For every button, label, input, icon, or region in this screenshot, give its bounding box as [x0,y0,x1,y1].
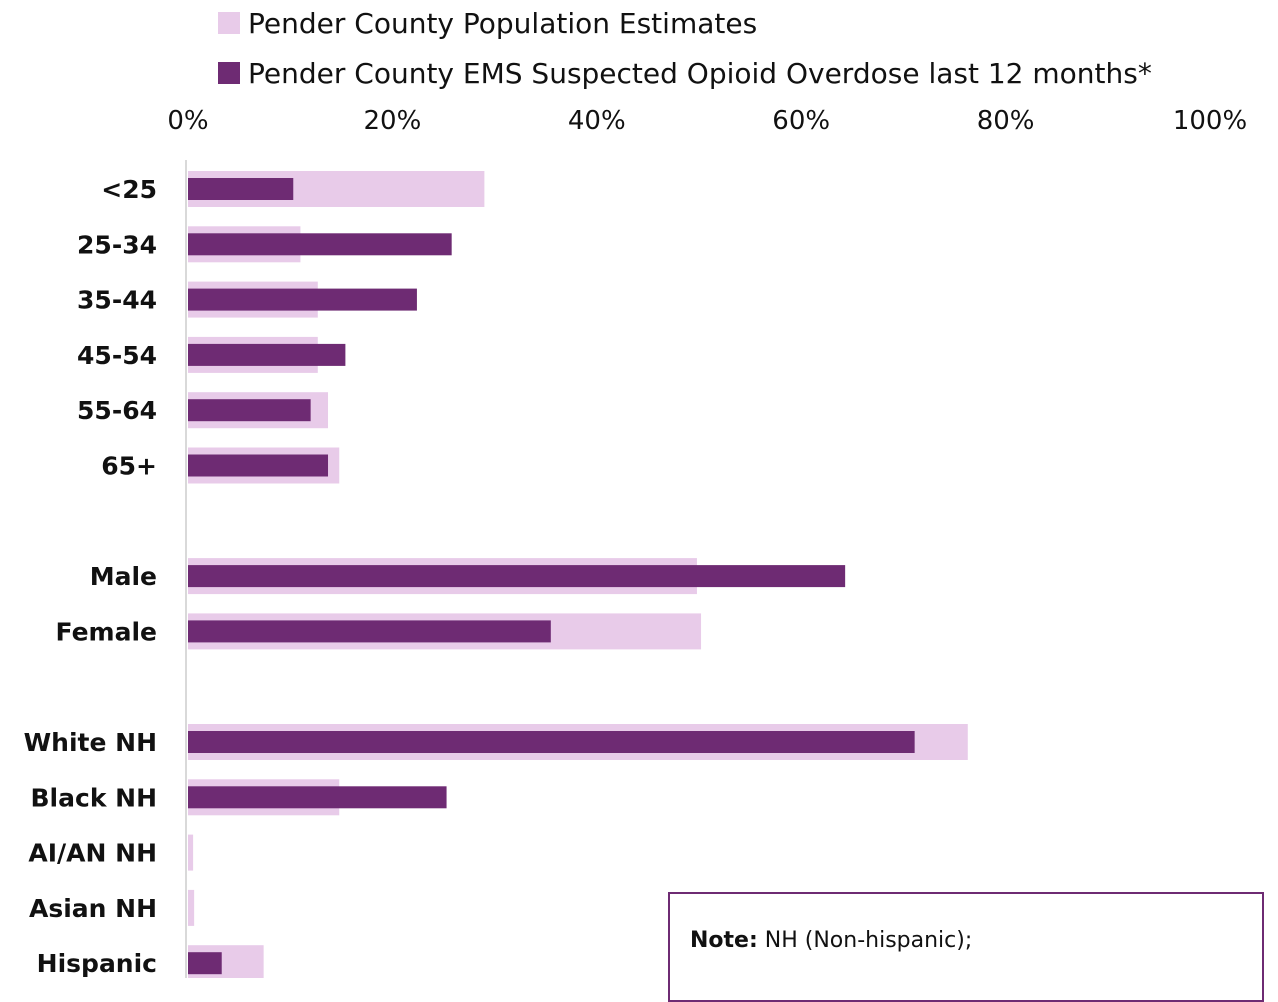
bar-ems-overdose [188,786,447,809]
category-label: Male [90,562,157,591]
x-tick-label: 100% [1173,106,1247,136]
bars [188,171,968,978]
category-label: Hispanic [37,949,157,978]
bar-chart: Pender County Population Estimates Pender… [24,7,1247,978]
category-label: Female [56,617,157,646]
bar-ems-overdose [188,620,551,643]
legend-label-1: Pender County Population Estimates [248,7,757,40]
note-box: Note: NH (Non-hispanic); [668,892,1264,1002]
note-text: NH (Non-hispanic); [764,928,973,953]
category-label: White NH [24,728,157,757]
bar-population [188,889,195,926]
bar-ems-overdose [188,178,294,200]
category-label: 25-34 [77,230,157,259]
bar-ems-overdose [188,233,452,256]
category-label: Asian NH [29,894,157,923]
legend-swatch-1 [218,12,240,34]
bar-ems-overdose [188,952,222,975]
bar-ems-overdose [188,288,417,311]
x-axis-ticks: 0% 20% 40% 60% 80% 100% [167,106,1247,136]
category-label: 65+ [101,452,157,481]
x-tick-label: 60% [772,106,830,136]
category-label: Black NH [31,783,158,812]
category-label: 55-64 [77,396,157,425]
category-label: 35-44 [77,286,157,315]
legend-label-2: Pender County EMS Suspected Opioid Overd… [248,57,1152,90]
bar-ems-overdose [188,343,346,366]
category-label: <25 [101,175,157,204]
legend: Pender County Population Estimates Pender… [218,7,1152,90]
bar-ems-overdose [188,731,915,753]
note-label: Note: [690,928,758,953]
bar-ems-overdose [188,399,311,422]
bar-population [188,834,194,871]
category-label: 45-54 [77,341,157,370]
x-tick-label: 80% [977,106,1035,136]
x-tick-label: 20% [364,106,422,136]
x-tick-label: 0% [167,106,208,136]
bar-ems-overdose [188,454,329,477]
category-labels: <25 25-34 35-44 45-54 55-64 65+ Male Female Whit… [24,175,157,978]
category-label: AI/AN NH [28,839,157,868]
x-tick-label: 40% [568,106,626,136]
bar-ems-overdose [188,565,846,588]
legend-swatch-2 [218,62,240,84]
